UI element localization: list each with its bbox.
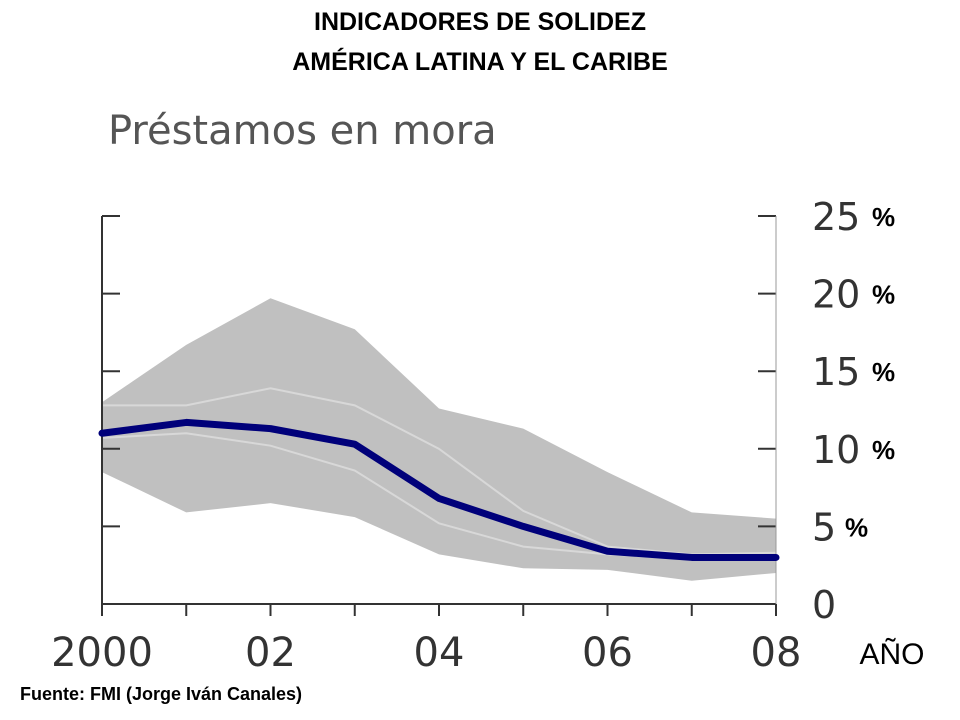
chart-subtitle: Préstamos en mora [108,108,497,154]
y-tick-label: 20 [812,273,860,317]
percent-label: % [872,435,895,465]
label-layer: 0 5 10 15 20 25%%%%% 2000 02 04 06 08 AÑO [51,195,924,676]
source-note: Fuente: FMI (Jorge Iván Canales) [20,684,303,704]
percent-label: % [845,512,868,542]
x-tick-label: 08 [751,630,802,676]
percent-label: % [872,280,895,310]
x-tick-label: 06 [582,630,633,676]
chart-title-line-1: INDICADORES DE SOLIDEZ [314,8,646,36]
x-tick-label: 04 [414,630,465,676]
range-band [102,298,776,581]
x-axis-title: AÑO [859,637,924,671]
x-tick-label: 02 [245,630,296,676]
y-tick-label: 15 [812,350,860,394]
percent-label: % [872,202,895,232]
chart-title-line-2: AMÉRICA LATINA Y EL CARIBE [292,48,668,76]
y-tick-label: 5 [812,505,836,549]
y-tick-label: 0 [812,583,836,627]
band-layer [102,298,776,581]
axes-layer [101,215,777,616]
faint-line-1 [102,387,777,556]
y-tick-label: 10 [812,428,860,472]
y-tick-label: 25 [812,195,860,239]
percent-label: % [872,357,895,387]
x-tick-label: 2000 [51,630,153,676]
series-layer [98,418,780,561]
